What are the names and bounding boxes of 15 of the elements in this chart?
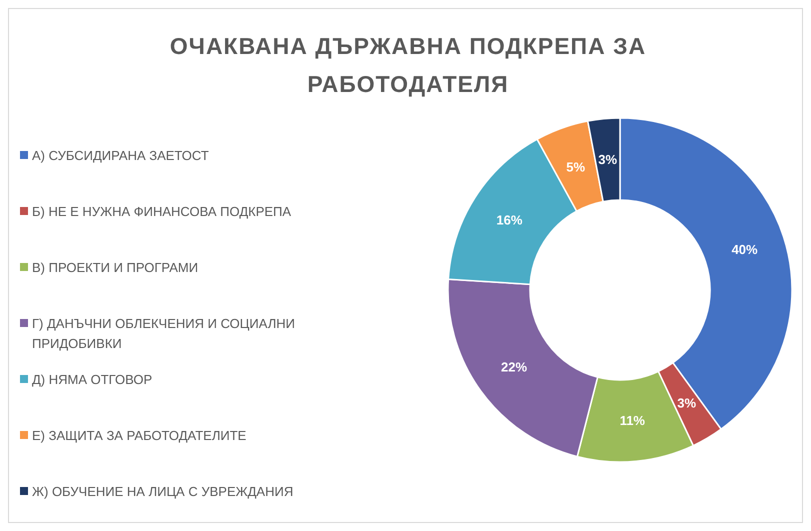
legend-label: А) СУБСИДИРАНА ЗАЕТОСТ bbox=[32, 148, 209, 163]
data-label: 11% bbox=[620, 412, 646, 428]
data-label: 3% bbox=[677, 395, 697, 410]
chart-title: ОЧАКВАНА ДЪРЖАВНА ПОДКРЕПА ЗА РАБОТОДАТЕЛЯ bbox=[170, 33, 646, 97]
legend-label: Ж) ОБУЧЕНИЕ НА ЛИЦА С УВРЕЖДАНИЯ bbox=[32, 484, 294, 499]
legend-label: Д) НЯМА ОТГОВОР bbox=[32, 372, 152, 387]
data-label: 40% bbox=[732, 242, 758, 258]
data-label: 16% bbox=[496, 212, 523, 228]
legend-label: Е) ЗАЩИТА ЗА РАБОТОДАТЕЛИТЕ bbox=[32, 428, 247, 443]
legend-label: Г) ДАНЪЧНИ ОБЛЕКЧЕНИЯ И СОЦИАЛНИ ПРИДОБИВКИ bbox=[32, 316, 295, 351]
data-label: 22% bbox=[501, 360, 528, 375]
data-label: 3% bbox=[598, 152, 618, 168]
legend-label: В) ПРОЕКТИ И ПРОГРАМИ bbox=[32, 260, 198, 275]
legend-label: Б) НЕ Е НУЖНА ФИНАНСОВА ПОДКРЕПА bbox=[32, 204, 292, 219]
data-label: 5% bbox=[566, 159, 586, 174]
